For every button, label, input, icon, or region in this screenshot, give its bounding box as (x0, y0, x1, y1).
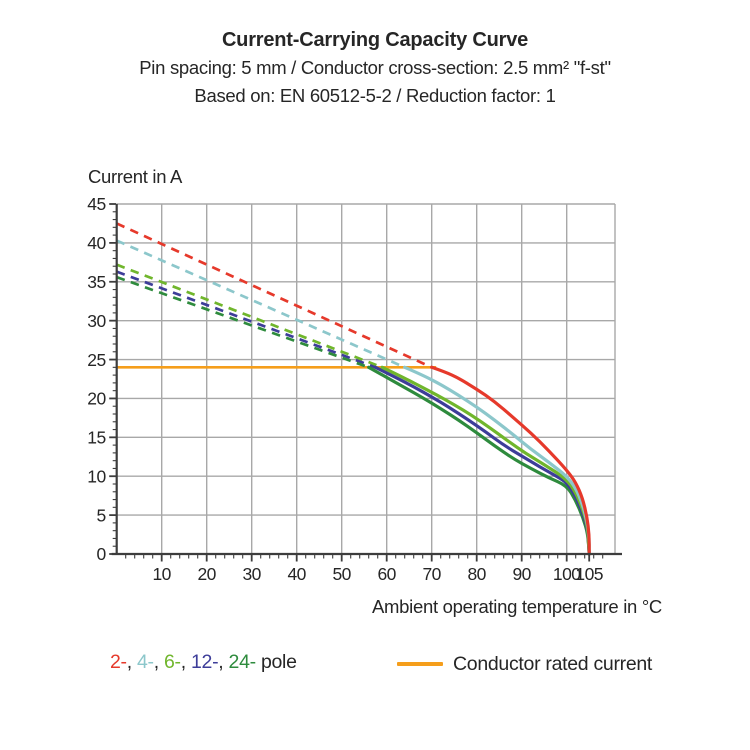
x-tick-label: 105 (575, 564, 603, 584)
chart-header: Current-Carrying Capacity Curve Pin spac… (0, 26, 750, 110)
x-tick-label: 80 (467, 564, 486, 584)
derating-dashed-line-12-pole (116, 270, 376, 369)
chart-title: Current-Carrying Capacity Curve (221, 29, 529, 51)
x-tick-label: 10 (152, 564, 171, 584)
legend-pole-suffix: pole (255, 651, 297, 673)
legend-separator: , (180, 651, 191, 673)
capacity-curve-6-pole (380, 365, 591, 556)
y-tick-label: 25 (87, 350, 105, 370)
axes (111, 203, 622, 556)
gridlines (116, 203, 616, 554)
derating-dashed-lines (116, 222, 433, 369)
derating-dashed-line-24-pole (116, 275, 370, 369)
x-tick-label: 40 (287, 564, 306, 584)
rated-current-line-swatch (397, 662, 443, 666)
legend-pole-label-12: 12- (191, 651, 219, 673)
x-tick-label: 30 (242, 564, 261, 584)
x-tick-label: 20 (197, 564, 216, 584)
x-tick-label: 90 (512, 564, 531, 584)
y-tick-label: 30 (87, 311, 106, 331)
x-tick-label: 50 (332, 564, 351, 584)
y-tick-label: 0 (96, 544, 106, 564)
y-tick-label: 40 (87, 233, 106, 253)
legend-separator: , (126, 651, 137, 673)
x-tick-label: 60 (377, 564, 396, 584)
x-axis-title: Ambient operating temperature in °C (372, 596, 662, 617)
rated-current-label: Conductor rated current (453, 652, 653, 675)
derating-dashed-line-2-pole (116, 222, 433, 369)
y-tick-label: 15 (87, 428, 105, 448)
x-tick-label: 70 (422, 564, 441, 584)
chart-subtitle-spec: Pin spacing: 5 mm / Conductor cross-sect… (139, 57, 611, 78)
y-axis-title: Current in A (88, 166, 183, 187)
legend-pole-series: 2-, 4-, 6-, 12-, 24- pole (110, 651, 297, 674)
y-tick-label: 35 (87, 272, 105, 292)
legend-rated-current: Conductor rated current (397, 651, 652, 677)
y-tick-label: 45 (87, 194, 105, 214)
legend-pole-label-6: 6- (164, 651, 181, 673)
tick-marks (109, 203, 604, 562)
derating-dashed-line-4-pole (116, 239, 406, 369)
y-tick-label: 5 (96, 505, 105, 525)
y-tick-label: 10 (87, 466, 106, 486)
legend-pole-label-4: 4- (137, 651, 154, 673)
derating-dashed-line-6-pole (116, 263, 383, 369)
y-tick-label: 20 (87, 389, 106, 409)
legend-separator: , (218, 651, 229, 673)
legend-pole-label-2: 2- (110, 651, 127, 673)
capacity-curve-2-pole (430, 365, 591, 556)
legend-pole-label-24: 24- (228, 651, 257, 673)
x-tick-label: 100 (553, 564, 581, 584)
legend-separator: , (153, 651, 164, 673)
chart-subtitle-standard: Based on: EN 60512-5-2 / Reduction facto… (194, 85, 556, 106)
capacity-solid-curves (367, 365, 591, 556)
